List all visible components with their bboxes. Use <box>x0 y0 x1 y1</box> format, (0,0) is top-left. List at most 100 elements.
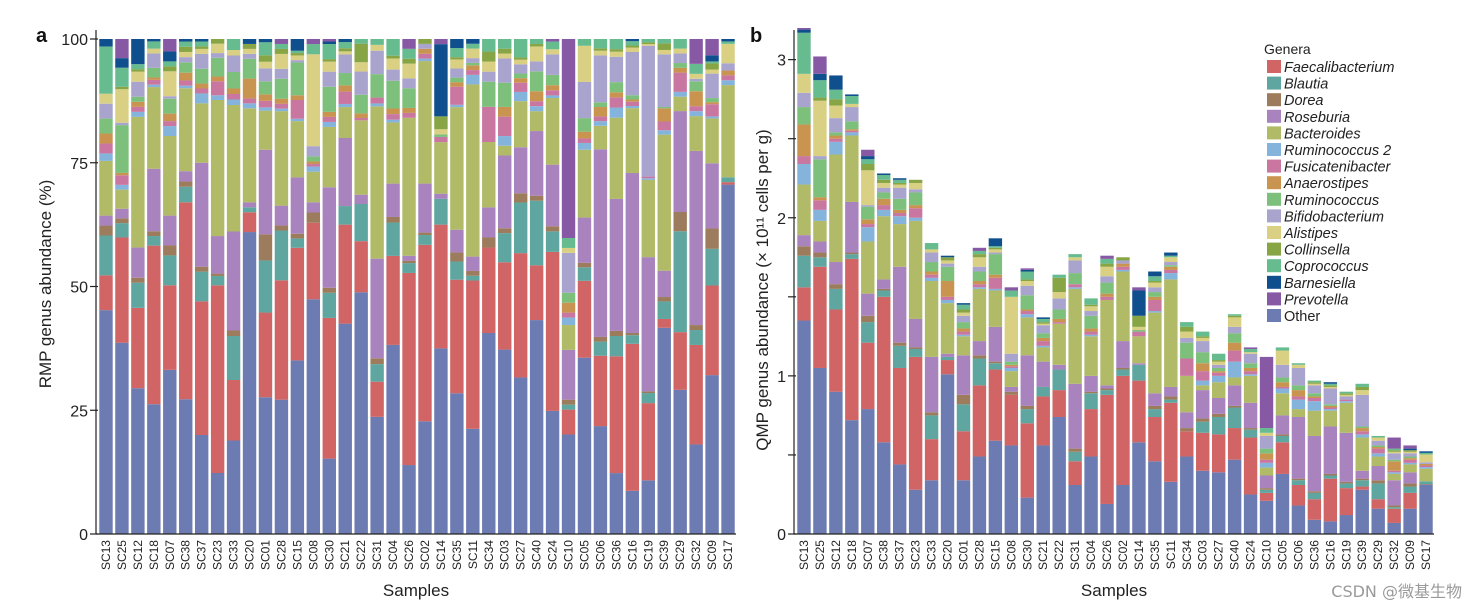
bar-segment-collinsella <box>861 163 875 171</box>
bar-segment-alistipes <box>940 260 955 264</box>
bar-segment-fusicatenibacter <box>242 98 257 104</box>
bar-segment-bacteroides <box>609 117 624 199</box>
bar-segment-dorea <box>386 216 400 223</box>
bar-segment-collinsella <box>705 63 719 70</box>
bar-segment-fusicatenibacter <box>956 331 971 335</box>
bar-segment-roseburia <box>1100 385 1114 389</box>
bar-segment-faecalibacterium <box>545 251 560 411</box>
bar-segment-barnesiella <box>450 39 464 49</box>
bar-segment-other <box>338 323 352 535</box>
bar-segment-collinsella <box>956 309 971 313</box>
x-tick-label: SC17 <box>721 540 735 570</box>
bar-segment-ruminococcus <box>210 57 225 77</box>
bar-segment-other <box>1291 505 1306 534</box>
legend-label: Barnesiella <box>1284 276 1356 292</box>
bar-segment-dorea <box>545 226 560 232</box>
bar-segment-anaerostipes <box>258 94 273 101</box>
bar-segment-dorea <box>1068 448 1082 452</box>
bar-segment-bacteroides <box>1068 288 1082 384</box>
bar-segment-blautia <box>147 236 161 246</box>
bar-segment-barnesiella <box>115 58 129 68</box>
bar-segment-blautia <box>322 292 336 318</box>
legend-label: Ruminococcus 2 <box>1284 143 1391 159</box>
bar-segment-ruminococcus <box>877 192 891 199</box>
panel-a-bars <box>99 39 735 535</box>
bar-segment-dorea <box>322 287 336 293</box>
bar-segment-faecalibacterium <box>1323 478 1338 522</box>
bar-segment-anaerostipes <box>194 83 209 89</box>
bar-segment-prevotella <box>1387 437 1401 449</box>
bar-segment-dorea <box>689 325 703 331</box>
bar-segment-prevotella <box>274 39 289 44</box>
bar-segment-bacteroides <box>1004 371 1019 387</box>
x-tick-label: SC25 <box>115 540 129 570</box>
bar-segment-ruminococcus <box>625 95 640 100</box>
x-tick-label: SC06 <box>593 540 607 570</box>
bar-segment-collinsella <box>386 55 400 59</box>
x-tick-label: SC32 <box>689 540 703 570</box>
bar-SC33 <box>226 39 241 534</box>
bar-SC38 <box>877 173 891 534</box>
bar-segment-fusicatenibacter <box>845 130 859 133</box>
bar-segment-ruminococcus <box>386 80 400 109</box>
bar-segment-roseburia <box>163 215 177 246</box>
bar-segment-faecalibacterium <box>450 279 464 394</box>
bar-segment-alistipes <box>513 59 528 65</box>
bar-segment-dorea <box>577 262 592 268</box>
bar-segment-alistipes <box>845 103 859 108</box>
bar-segment-blautia <box>705 248 719 286</box>
bar-segment-faecalibacterium <box>1259 492 1274 501</box>
bar-segment-anaerostipes <box>1164 266 1178 270</box>
bar-segment-ruminococcus-2 <box>908 217 923 221</box>
bar-segment-alistipes <box>1355 390 1369 395</box>
y-tick-label: 3 <box>777 53 786 70</box>
bar-SC16 <box>625 39 640 534</box>
bar-segment-alistipes <box>179 51 193 58</box>
bar-segment-ruminococcus <box>908 192 923 206</box>
bar-segment-ruminococcus-2 <box>115 184 129 190</box>
bar-segment-alistipes <box>705 69 719 74</box>
bar-segment-fusicatenibacter <box>226 94 241 100</box>
bar-segment-bacteroides <box>813 220 827 242</box>
x-tick-label: SC38 <box>179 540 193 570</box>
bar-segment-alistipes <box>988 249 1003 253</box>
bar-segment-fusicatenibacter <box>813 200 827 210</box>
bar-segment-ruminococcus-2 <box>338 103 352 108</box>
bar-segment-dorea <box>163 245 177 256</box>
x-tick-label: SC36 <box>1307 540 1321 570</box>
bar-segment-barnesiella <box>705 55 719 62</box>
bar-segment-ruminococcus <box>609 82 624 93</box>
bar-segment-dorea <box>988 361 1003 364</box>
bar-segment-roseburia <box>956 355 971 395</box>
bar-segment-ruminococcus <box>322 86 336 112</box>
bar-segment-ruminococcus <box>845 121 859 130</box>
bar-segment-fusicatenibacter <box>99 143 113 154</box>
bar-segment-other <box>258 397 273 534</box>
bar-segment-roseburia <box>1339 432 1353 482</box>
bar-segment-bifidobacterium <box>386 69 400 81</box>
bar-segment-bacteroides <box>924 281 939 357</box>
x-tick-label: SC22 <box>354 540 368 570</box>
bar-segment-ruminococcus <box>290 62 305 96</box>
bar-SC17 <box>721 39 735 534</box>
bar-segment-fusicatenibacter <box>972 284 987 288</box>
legend-swatch <box>1267 209 1281 223</box>
bar-segment-fusicatenibacter <box>673 72 687 92</box>
bar-segment-bifidobacterium <box>466 58 480 63</box>
legend-label: Collinsella <box>1284 243 1350 259</box>
bar-segment-coprococcus <box>402 48 416 59</box>
bar-segment-other <box>194 435 209 534</box>
bar-segment-dorea <box>829 284 843 289</box>
x-tick-label: SC18 <box>845 540 859 570</box>
bar-segment-alistipes <box>797 73 811 93</box>
bar-segment-ruminococcus-2 <box>1227 361 1242 378</box>
bar-segment-barnesiella <box>940 255 955 258</box>
bar-segment-anaerostipes <box>1020 309 1034 312</box>
bar-segment-anaerostipes <box>131 101 145 107</box>
legend-item-roseburia: Roseburia <box>1267 109 1350 126</box>
bar-segment-blautia <box>1211 416 1226 435</box>
bar-segment-roseburia <box>1068 383 1082 449</box>
bar-segment-roseburia <box>545 164 560 227</box>
bar-segment-other <box>721 184 735 534</box>
